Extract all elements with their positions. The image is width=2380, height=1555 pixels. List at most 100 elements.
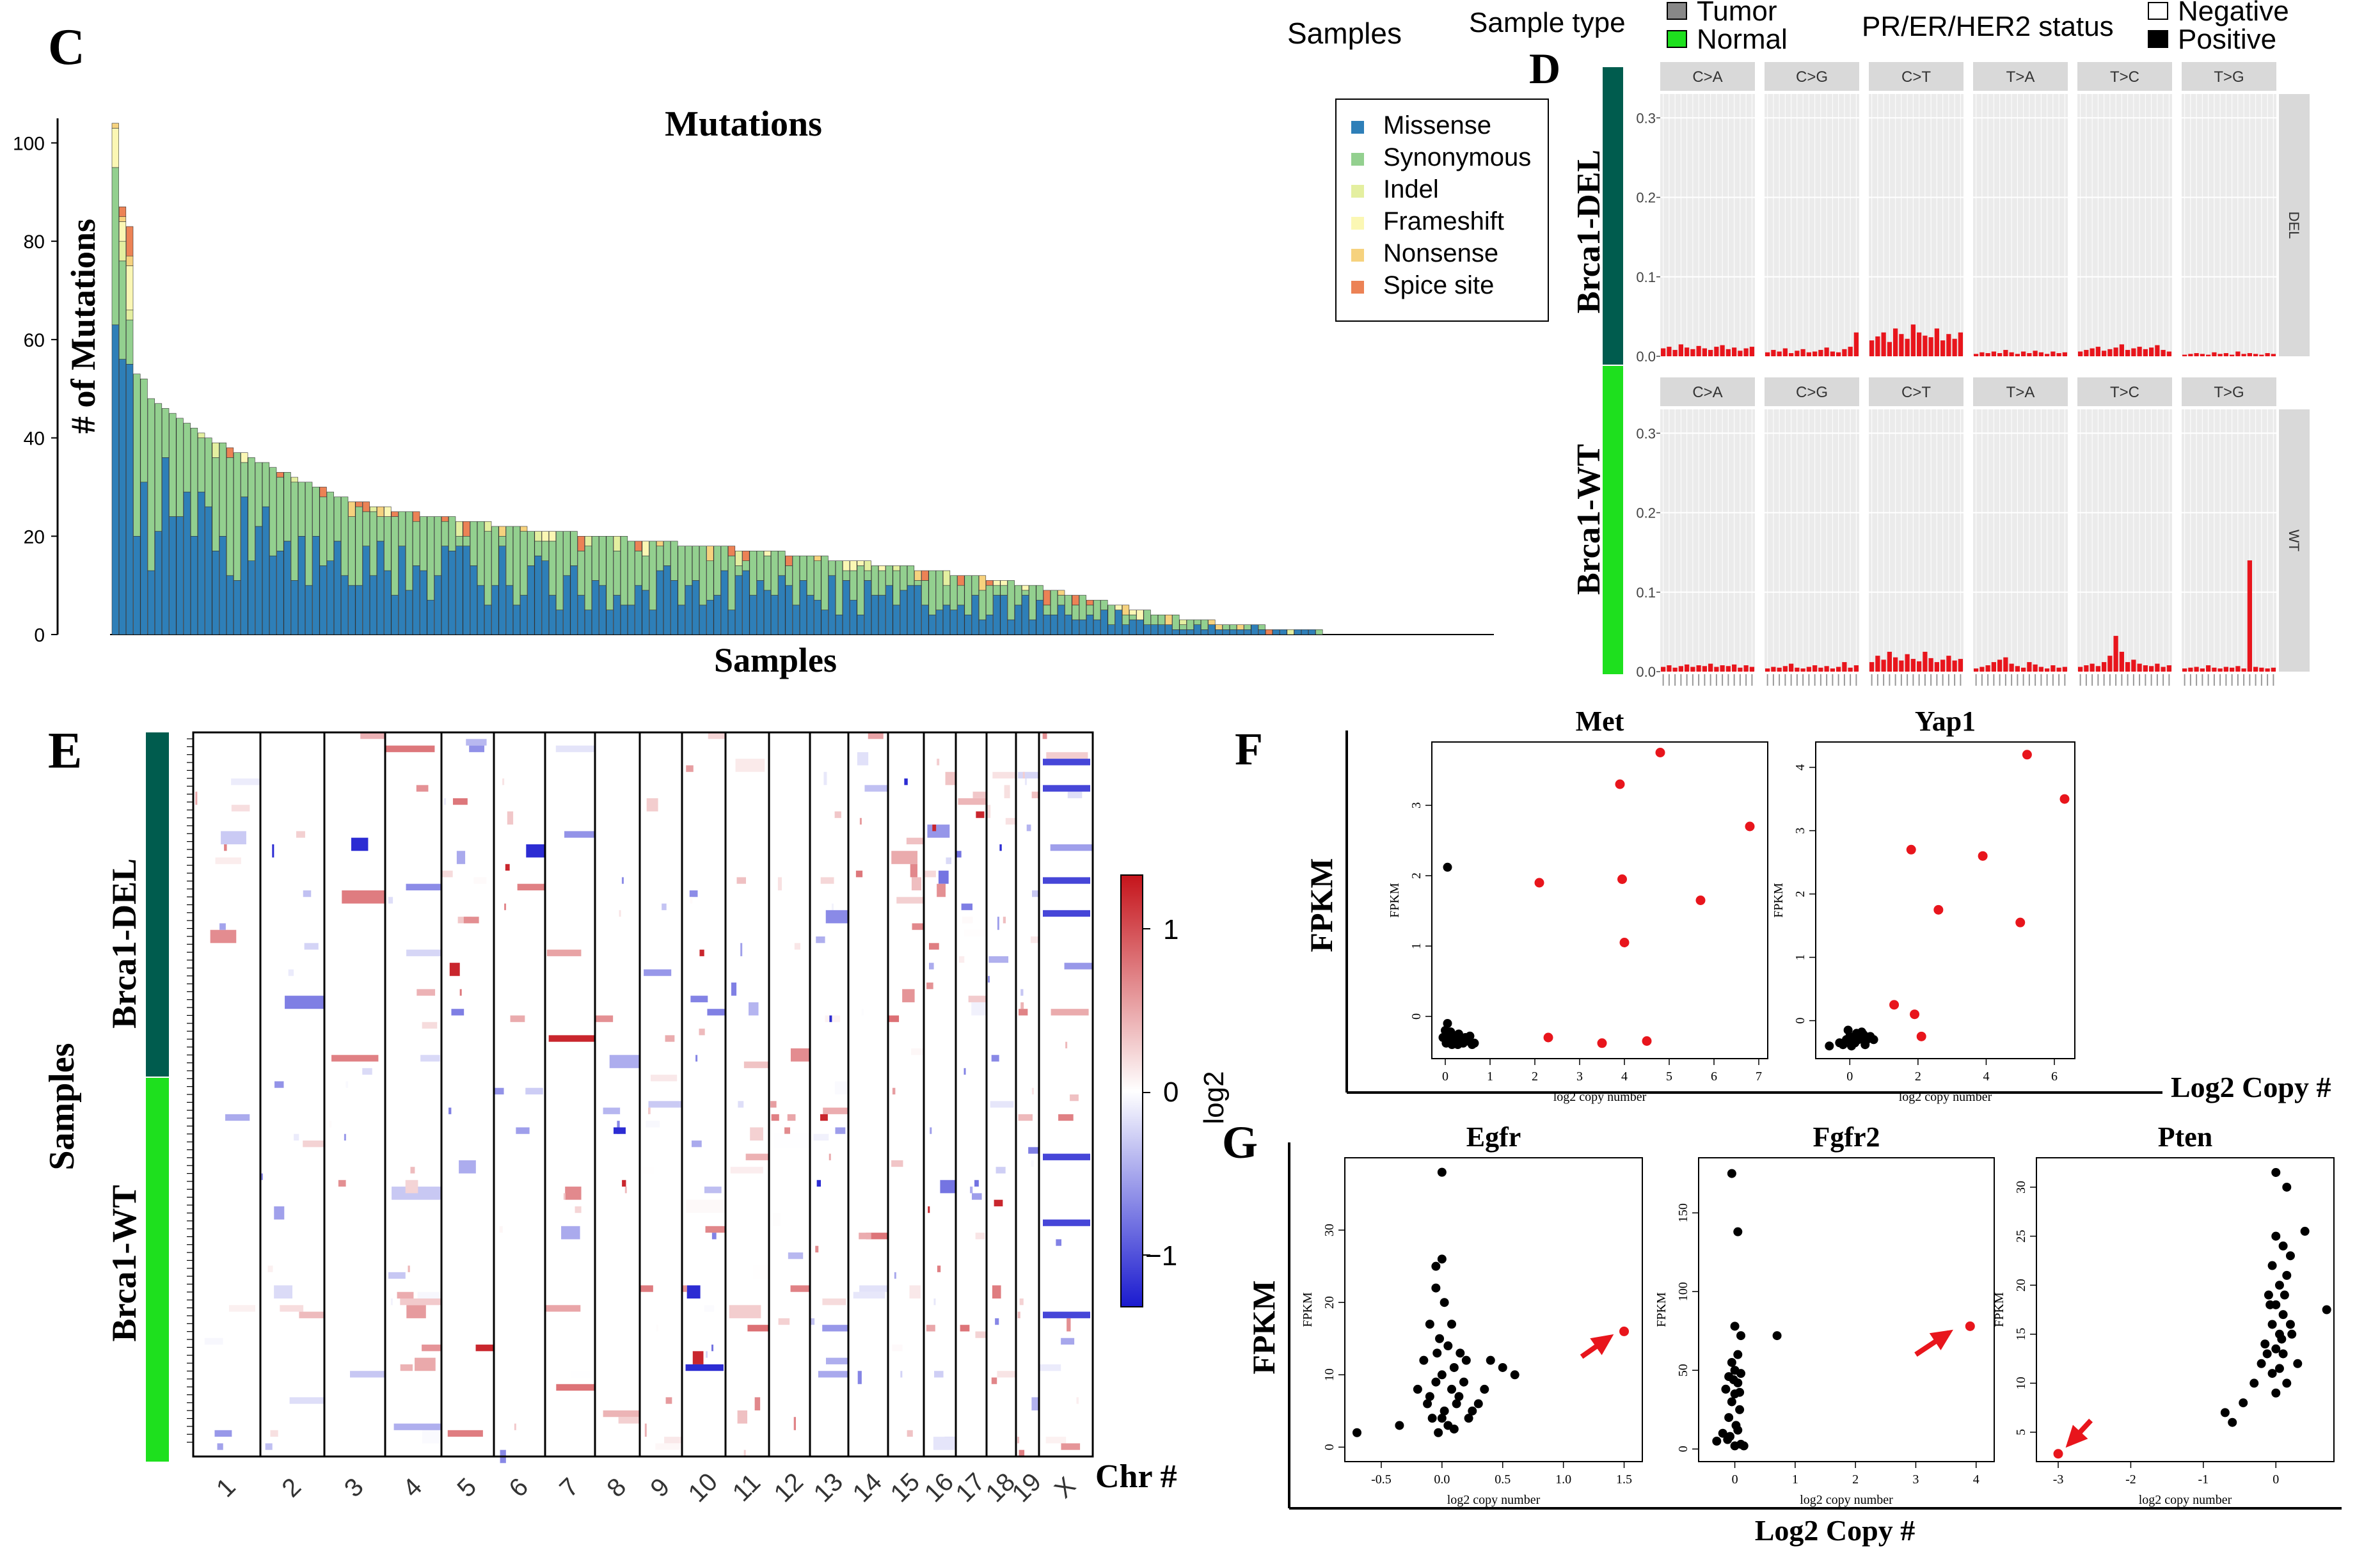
c-bar-segment (154, 531, 163, 635)
c-bar-segment (520, 595, 528, 635)
c-bar-segment (541, 531, 549, 542)
scatter-point (2278, 1241, 2288, 1251)
d-bar (2206, 665, 2211, 672)
c-bar-segment (1215, 629, 1223, 635)
heatmap-cell (906, 837, 924, 844)
heatmap-cell (784, 1127, 790, 1134)
heatmap-cell (976, 811, 985, 818)
c-bar-segment (355, 506, 363, 586)
d-bar (1875, 336, 1880, 356)
heatmap-cell (422, 1022, 438, 1029)
scatter-point-highlight (1745, 821, 1755, 832)
c-bar-segment (276, 477, 284, 551)
c-bar-segment (118, 216, 127, 222)
d-bar (2247, 560, 2252, 672)
heatmap-background (193, 732, 1093, 1456)
panel-label-e: E (48, 723, 82, 779)
c-bar-segment (1115, 610, 1122, 635)
heatmap-cell (260, 1173, 263, 1180)
panel-c: C Mutations Samples # of Mutations 0 20 40… (13, 19, 1549, 679)
heatmap-cell (1004, 785, 1010, 798)
c-bar-segment (563, 531, 571, 576)
c-bar-segment (362, 546, 370, 635)
arrow-head (2065, 1425, 2088, 1448)
scatter-point (1838, 1040, 1848, 1050)
scatter-title: Met (1576, 706, 1624, 737)
scatter-point (1733, 1227, 1743, 1236)
d-bar (2051, 665, 2056, 672)
heatmap-cell (338, 1180, 346, 1187)
scatter-point (1434, 1428, 1443, 1437)
heatmap-cell (938, 871, 949, 884)
c-bar-segment (799, 555, 807, 581)
heatmap-cell (682, 1285, 687, 1292)
heatmap-cell (622, 1180, 626, 1187)
d-facet-strip (1869, 377, 1964, 406)
c-bar-segment (892, 570, 900, 606)
heatmap-cell (299, 1311, 324, 1318)
d-bar (1853, 665, 1859, 672)
heatmap-cell (1065, 1041, 1068, 1048)
c-bar-segment (305, 585, 313, 635)
heatmap-cell (1067, 1318, 1071, 1332)
c-bar-segment (362, 501, 370, 512)
scatter-point (1456, 1348, 1465, 1358)
heatmap-cell (996, 1167, 1006, 1174)
d-bar (2247, 353, 2252, 356)
c-bar-segment (262, 506, 270, 635)
c-bar-segment (807, 595, 814, 635)
c-bar-segment (706, 599, 714, 635)
heatmap-cell (510, 1015, 525, 1022)
d-bar (2217, 668, 2223, 672)
heatmap-cell (655, 1443, 682, 1450)
d-bar (1661, 667, 1666, 672)
scatter-xtick-label: 7 (1756, 1070, 1762, 1084)
d-bar (2015, 354, 2020, 356)
panel-g: G FPKM Log2 Copy # Egfr -0.5 0.0 0.5 1.0 1.5 0… (1222, 1117, 2342, 1547)
scatter-point (1437, 1167, 1447, 1177)
heatmap-cell (408, 1265, 410, 1272)
d-bar (1800, 349, 1805, 356)
c-bar-segment (642, 555, 649, 591)
heatmap-cell (1043, 759, 1090, 766)
d-bar (1720, 665, 1725, 672)
heatmap-cell (929, 943, 939, 950)
heatmap-cell (859, 1285, 888, 1292)
c-bar-segment (821, 555, 829, 610)
heatmap-cell (946, 857, 952, 864)
heatmap-chr-label: X (1049, 1472, 1081, 1504)
heatmap-chr-label: 8 (601, 1472, 631, 1503)
heatmap-cell (517, 883, 545, 890)
heatmap-cell (274, 1285, 293, 1299)
c-bar-segment (914, 570, 922, 581)
d-bar (2271, 354, 2276, 356)
scatter-point (2249, 1378, 2259, 1388)
d-bar (2033, 664, 2038, 672)
c-bar-segment (577, 535, 585, 551)
c-bar-segment (735, 551, 743, 566)
d-bar (1685, 664, 1690, 672)
heatmap-cell (711, 1345, 714, 1352)
scatter-point (1443, 862, 1452, 872)
heatmap-chr-label: 14 (848, 1468, 888, 1508)
heatmap-cell (730, 1167, 763, 1174)
legend-swatch-positive (2148, 30, 2168, 48)
heatmap-cell (823, 1107, 848, 1114)
d-bar (2223, 353, 2228, 356)
heatmap-cell (900, 1371, 903, 1378)
d-facet-strip (1973, 62, 2068, 91)
heatmap-cell (228, 1305, 256, 1312)
c-bar-segment (534, 541, 542, 556)
c-bar-segment (384, 506, 392, 517)
c-bar-segment (198, 432, 205, 438)
c-bar-segment (226, 447, 234, 458)
c-bar-segment (1287, 629, 1294, 635)
e-row-label-del: Brca1-DEL (105, 858, 143, 1029)
d-bar (2062, 352, 2067, 356)
heatmap-cell (704, 1187, 722, 1194)
c-bar-segment (878, 570, 886, 596)
scatter-point (2282, 1270, 2292, 1280)
heatmap-cell (975, 1331, 987, 1338)
c-bar-segment (613, 535, 621, 551)
c-bar-segment (463, 546, 470, 635)
